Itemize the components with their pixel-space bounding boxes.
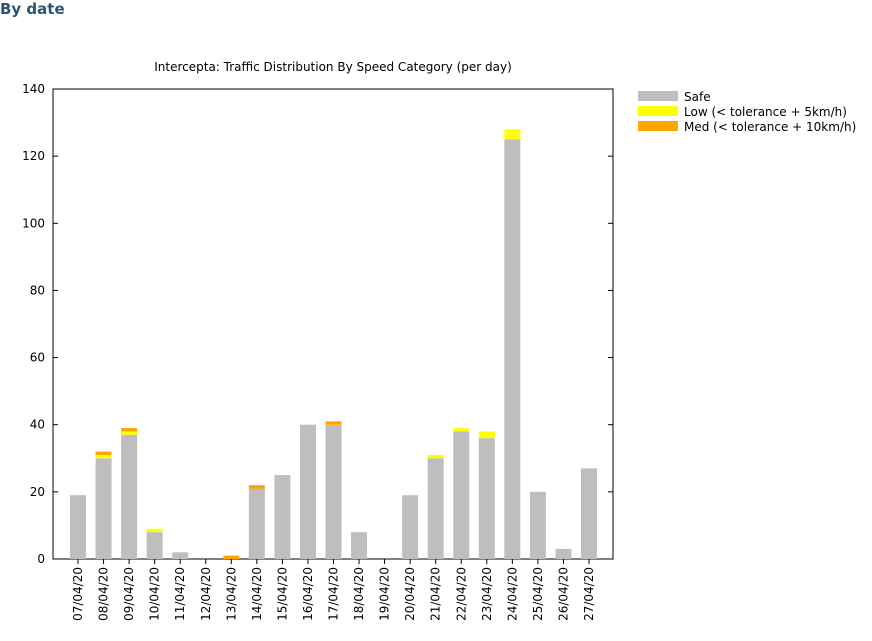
bar-low [427, 454, 444, 459]
bar-low [121, 431, 138, 435]
bar-safe [581, 468, 597, 559]
y-tick-label: 80 [30, 283, 45, 297]
bar-safe [172, 552, 189, 559]
x-tick-label: 26/04/20 [556, 567, 570, 621]
y-tick-label: 120 [22, 149, 45, 163]
bar-safe [325, 424, 342, 559]
bar-med [223, 555, 240, 559]
x-tick-label: 25/04/20 [531, 567, 545, 621]
bar-low [478, 431, 495, 439]
bar-safe [121, 434, 138, 559]
x-tick-label: 19/04/20 [378, 567, 392, 621]
y-tick-label: 100 [22, 216, 45, 230]
bar-safe [427, 458, 444, 559]
bar-safe [351, 532, 368, 559]
chart-title: Intercepta: Traffic Distribution By Spee… [154, 60, 512, 74]
bar-safe [95, 458, 112, 559]
bar-low [146, 528, 163, 533]
x-tick-label: 24/04/20 [505, 567, 519, 621]
bar-safe [299, 424, 316, 559]
bar-med [95, 451, 112, 455]
x-tick-label: 11/04/20 [173, 567, 187, 621]
x-tick-label: 14/04/20 [250, 567, 264, 621]
bar-safe [70, 495, 86, 559]
legend-label: Safe [684, 90, 711, 104]
x-tick-label: 21/04/20 [429, 567, 443, 621]
y-tick-label: 60 [30, 351, 45, 365]
x-tick-label: 22/04/20 [454, 567, 468, 621]
x-tick-label: 15/04/20 [275, 567, 289, 621]
x-tick-label: 10/04/20 [148, 567, 162, 621]
bar-low [95, 454, 112, 459]
bar-low [453, 428, 470, 432]
x-tick-label: 18/04/20 [352, 567, 366, 621]
bar-safe [504, 139, 521, 559]
x-tick-label: 23/04/20 [480, 567, 494, 621]
x-tick-label: 20/04/20 [403, 567, 417, 621]
legend-label: Med (< tolerance + 10km/h) [684, 120, 856, 134]
bar-med [248, 485, 265, 489]
bar-med [325, 421, 342, 425]
x-tick-label: 27/04/20 [582, 567, 596, 621]
bar-low [504, 129, 521, 140]
legend-label: Low (< tolerance + 5km/h) [684, 105, 847, 119]
y-tick-label: 140 [22, 82, 45, 96]
bar-safe [478, 438, 495, 559]
bar-safe [248, 488, 265, 559]
bar-safe [529, 491, 546, 559]
bar-safe [555, 548, 572, 559]
x-tick-label: 12/04/20 [199, 567, 213, 621]
bar-safe [146, 532, 163, 559]
bar-safe [274, 475, 291, 559]
legend-swatch [638, 106, 678, 116]
y-tick-label: 0 [37, 552, 45, 566]
x-tick-label: 08/04/20 [97, 567, 111, 621]
bar-safe [453, 431, 470, 559]
y-tick-label: 20 [30, 485, 45, 499]
y-tick-label: 40 [30, 418, 45, 432]
x-tick-label: 13/04/20 [224, 567, 238, 621]
legend-swatch [638, 121, 678, 131]
x-tick-label: 16/04/20 [301, 567, 315, 621]
legend-swatch [638, 91, 678, 101]
x-tick-label: 17/04/20 [327, 567, 341, 621]
x-tick-label: 07/04/20 [71, 567, 85, 621]
x-tick-label: 09/04/20 [122, 567, 136, 621]
section-title: By date [0, 0, 65, 18]
bar-med [121, 428, 138, 432]
bar-safe [402, 495, 419, 559]
